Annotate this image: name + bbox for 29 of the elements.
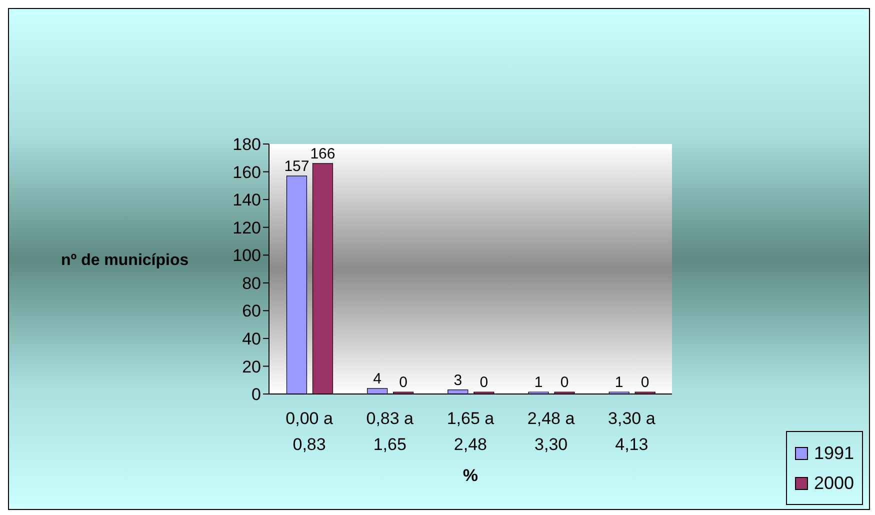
y-tick-label: 80	[242, 274, 261, 293]
y-tick-label: 100	[232, 246, 261, 266]
data-label: 0	[399, 374, 408, 391]
y-tick-label: 120	[232, 218, 261, 238]
x-tick-label: 3,30 a 4,13	[608, 409, 656, 454]
legend-label: 2000	[814, 472, 854, 495]
y-tick-label: 140	[232, 190, 261, 210]
x-tick-label: 1,65 a 2,48	[446, 409, 495, 454]
data-label: 0	[640, 374, 650, 391]
y-tick-label: 160	[232, 162, 261, 182]
data-label: 1	[614, 374, 624, 391]
y-tick-label: 40	[242, 329, 261, 348]
y-axis-title: nº de municípios	[61, 252, 189, 270]
x-tick-label: 2,48 a 3,30	[527, 409, 576, 454]
data-label: 0	[560, 374, 569, 391]
data-label: 157	[284, 158, 310, 175]
legend-label: 1991	[814, 442, 854, 465]
y-tick-label: 0	[252, 385, 261, 404]
x-axis-title: %	[462, 466, 478, 485]
data-label: 3	[454, 372, 462, 389]
x-tick-label: 0,83 a 1,65	[366, 409, 414, 454]
x-tick-label: 0,00 a 0,83	[286, 409, 334, 454]
y-tick-label: 180	[232, 135, 261, 154]
data-label: 1	[534, 374, 543, 391]
y-tick-label: 20	[242, 357, 261, 376]
data-label: 166	[310, 145, 336, 162]
y-tick-label: 60	[242, 302, 261, 321]
data-label: 0	[480, 374, 488, 391]
data-label: 4	[373, 370, 382, 388]
